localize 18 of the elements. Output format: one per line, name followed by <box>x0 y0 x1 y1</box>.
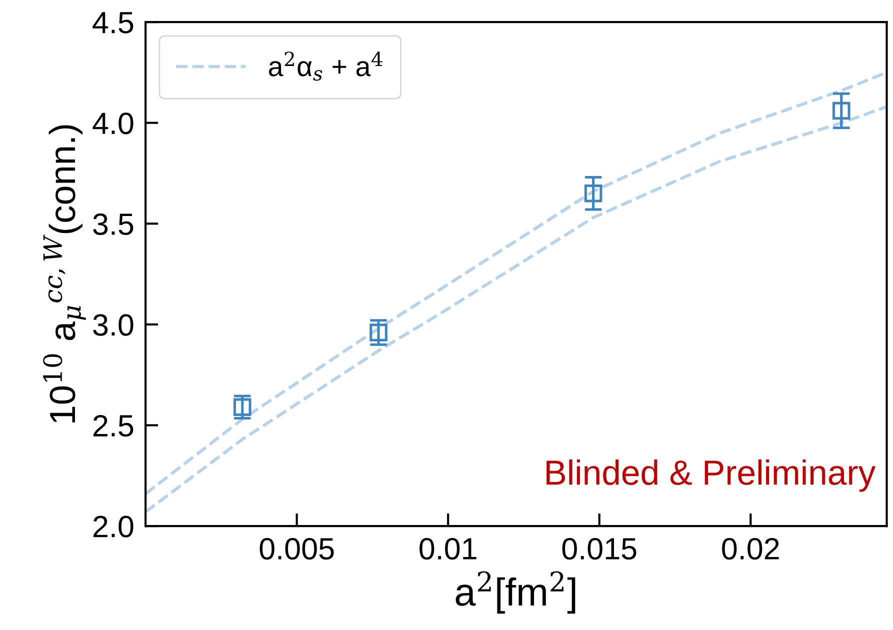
x-tick-label: 0.005 <box>260 538 334 560</box>
y-tick-label: 4.0 <box>92 112 134 134</box>
point <box>832 102 850 120</box>
legend-label: a$^{2}$α$_{s}$ + a$^{4}$ <box>268 52 382 81</box>
y-axis-title: 10$^{10}$ a$_{μ}$$^{cc,W}$(conn.) <box>43 125 86 422</box>
y-tick-label: 2.5 <box>94 414 134 437</box>
y-tick-label: 2.0 <box>94 516 134 538</box>
y-tick-label: 3.0 <box>93 314 134 336</box>
annotation: Blinded & Preliminary <box>546 459 876 492</box>
point <box>584 184 602 202</box>
x-tick-label: 0.01 <box>420 538 476 560</box>
y-tick-label: 3.5 <box>93 213 134 236</box>
x-tick-label: 0.015 <box>562 538 636 560</box>
y-tick-label: 4.5 <box>92 12 134 34</box>
point <box>370 324 388 342</box>
x-tick-label: 0.02 <box>722 538 779 560</box>
point <box>233 398 252 416</box>
x-axis-title: a$^{2}$[fm$^{2}$] <box>456 571 576 614</box>
